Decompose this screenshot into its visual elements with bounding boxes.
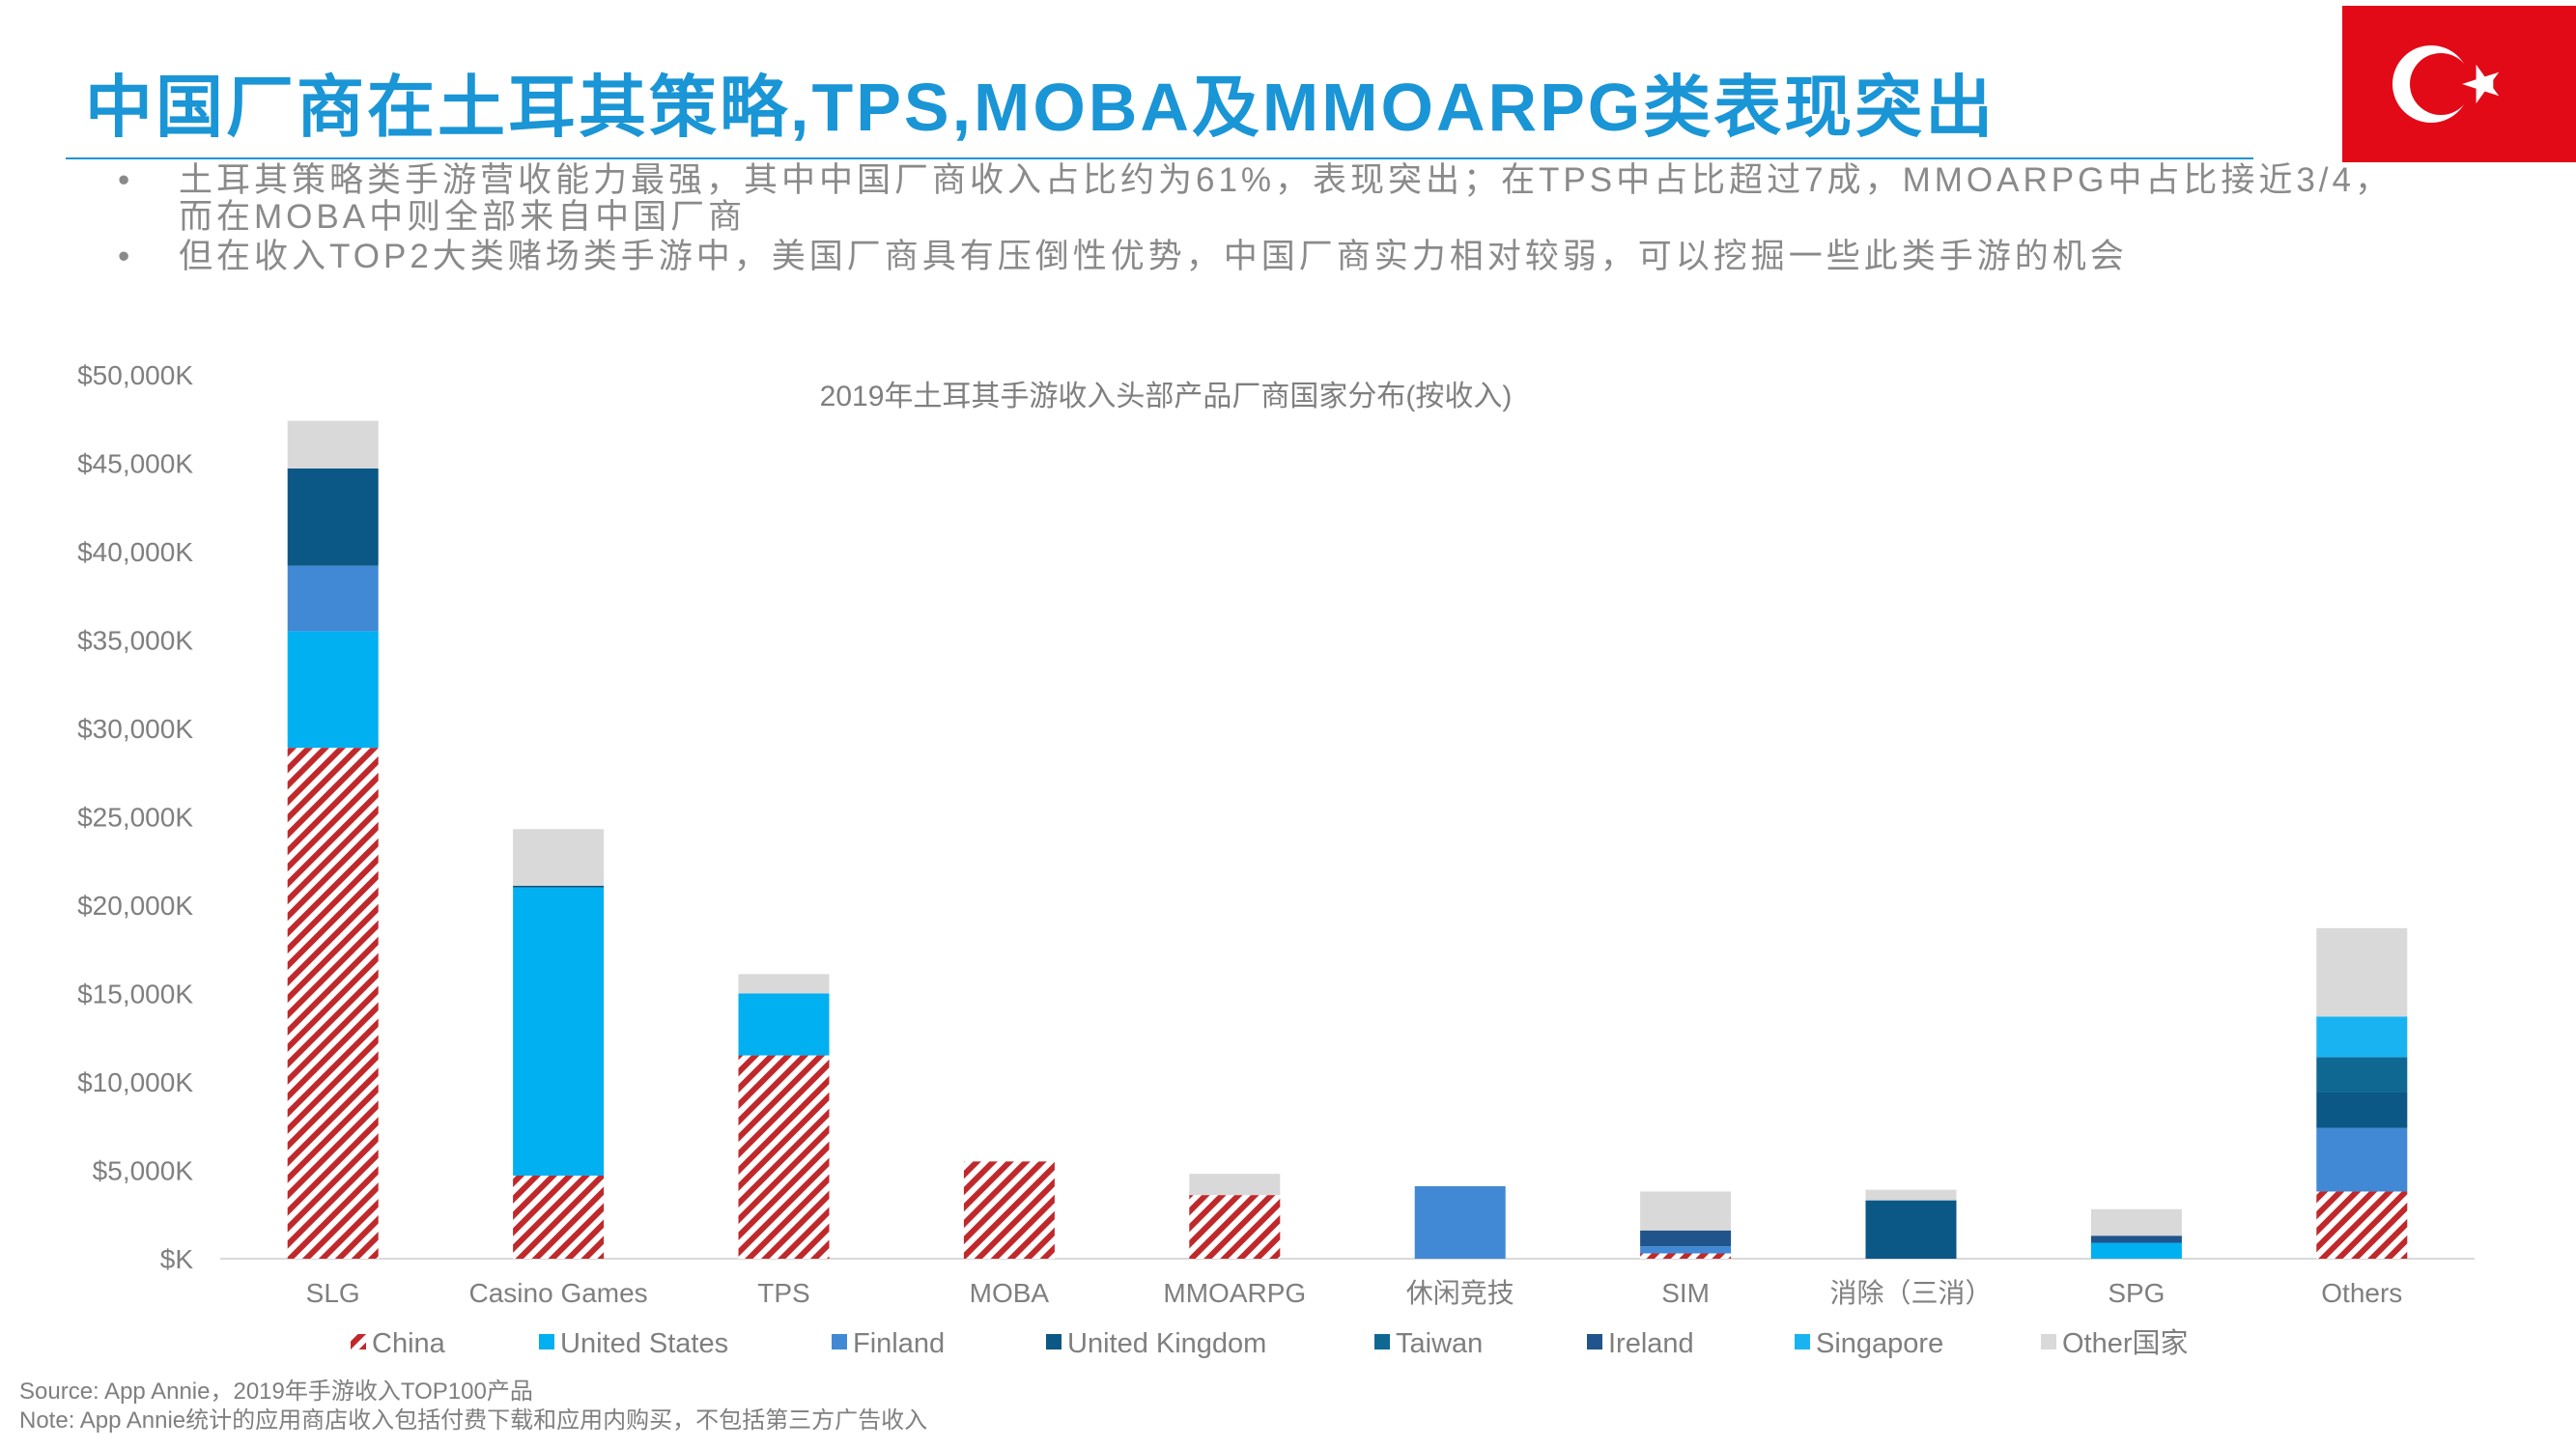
bar-segment — [2316, 1057, 2408, 1093]
y-tick-label: $5,000K — [93, 1156, 194, 1186]
legend-label: United Kingdom — [1067, 1328, 1266, 1359]
x-tick-label: 休闲竞技 — [1406, 1278, 1514, 1308]
bar-segment — [738, 993, 830, 1056]
bar-segment — [513, 1175, 605, 1259]
title-divider — [66, 157, 2253, 159]
legend-label: China — [372, 1328, 446, 1359]
bar-segment — [287, 468, 379, 566]
y-tick-label: $35,000K — [77, 626, 193, 656]
y-tick-label: $25,000K — [77, 803, 193, 833]
y-tick-label: $K — [160, 1244, 194, 1274]
legend-label: Other国家 — [2062, 1327, 2189, 1359]
bar-segment — [1640, 1253, 1732, 1259]
legend-label: Ireland — [1608, 1328, 1694, 1359]
legend-label: Singapore — [1816, 1328, 1943, 1359]
x-tick-label: SPG — [2108, 1278, 2165, 1308]
bar-segment — [287, 565, 379, 632]
source-note: Source: App Annie，2019年手游收入TOP100产品 — [19, 1378, 533, 1405]
bar-segment — [287, 420, 379, 469]
legend-swatch — [351, 1334, 366, 1350]
x-tick-label: TPS — [757, 1278, 809, 1308]
y-tick-label: $20,000K — [77, 891, 193, 921]
legend-label: Finland — [853, 1328, 945, 1359]
x-tick-label: SIM — [1661, 1278, 1710, 1308]
bar-segment — [738, 974, 830, 994]
summary-bullets: • 土耳其策略类手游营收能力最强，其中中国厂商收入占比约为61%，表现突出；在TP… — [118, 162, 2576, 278]
y-tick-label: $10,000K — [77, 1067, 193, 1097]
legend-swatch — [1046, 1334, 1062, 1350]
bullet-text: 土耳其策略类手游营收能力最强，其中中国厂商收入占比约为61%，表现突出；在TPS… — [179, 161, 2392, 236]
bullet-item: • 土耳其策略类手游营收能力最强，其中中国厂商收入占比约为61%，表现突出；在TP… — [118, 162, 2576, 236]
x-tick-label: MOBA — [970, 1278, 1050, 1308]
x-tick-label: Casino Games — [469, 1278, 648, 1308]
bar-segment — [2316, 1016, 2408, 1058]
y-tick-label: $40,000K — [77, 537, 193, 567]
bar-segment — [1640, 1230, 1732, 1247]
bullet-dot-icon: • — [118, 161, 134, 199]
x-tick-label: MMOARPG — [1163, 1278, 1306, 1308]
bar-segment — [1640, 1191, 1732, 1231]
bar-segment — [963, 1161, 1055, 1259]
chart-title: 2019年土耳其手游收入头部产品厂商国家分布(按收入) — [820, 381, 1513, 412]
y-tick-label: $15,000K — [77, 980, 193, 1009]
bar-segment — [1865, 1200, 1957, 1259]
bar-segment — [2316, 1092, 2408, 1128]
bar-segment — [287, 631, 379, 749]
bar-segment — [513, 887, 605, 1176]
legend-label: United States — [560, 1328, 728, 1359]
legend-swatch — [1795, 1334, 1810, 1350]
legend-swatch — [832, 1334, 847, 1350]
y-tick-label: $45,000K — [77, 449, 193, 479]
bar-segment — [738, 1055, 830, 1259]
bar-segment — [1640, 1246, 1732, 1254]
footnote: Note: App Annie统计的应用商店收入包括付费下载和应用内购买，不包括… — [19, 1407, 928, 1434]
page-title: 中国厂商在土耳其策略,TPS,MOBA及MMOARPG类表现突出 — [85, 70, 1996, 145]
bar-segment — [513, 829, 605, 886]
y-tick-label: $30,000K — [77, 714, 193, 744]
bar-segment — [2090, 1208, 2182, 1236]
bar-segment — [2316, 1191, 2408, 1259]
bar-segment — [1414, 1185, 1506, 1259]
x-tick-label: 消除（三消） — [1829, 1278, 1992, 1308]
bullet-item: • 但在收入TOP2大类赌场类手游中，美国厂商具有压倒性优势，中国厂商实力相对较弱… — [118, 239, 2576, 275]
legend-label: Taiwan — [1396, 1328, 1483, 1359]
x-tick-label: Others — [2321, 1278, 2402, 1308]
bullet-dot-icon: • — [118, 238, 134, 275]
bar-segment — [2090, 1236, 2182, 1243]
bar-segment — [1189, 1195, 1281, 1259]
bar-segment — [2316, 1127, 2408, 1192]
bar-segment — [2090, 1242, 2182, 1259]
legend-swatch — [1374, 1334, 1390, 1350]
stacked-bar-chart: 2019年土耳其手游收入头部产品厂商国家分布(按收入) $K $5,000K $10,… — [77, 360, 2475, 1359]
bar-segment — [2316, 927, 2408, 1017]
y-tick-label: $50,000K — [77, 360, 193, 390]
bar-segment — [1865, 1189, 1957, 1201]
bar-segment — [287, 748, 379, 1259]
bullet-text: 但在收入TOP2大类赌场类手游中，美国厂商具有压倒性优势，中国厂商实力相对较弱，… — [179, 238, 2128, 275]
flag-star-shape — [2462, 64, 2500, 104]
legend-swatch — [1587, 1334, 1602, 1350]
flag-crescent-inner — [2410, 53, 2472, 115]
legend-swatch — [2041, 1334, 2056, 1350]
x-tick-label: SLG — [306, 1278, 360, 1308]
turkey-flag-icon — [2342, 6, 2576, 162]
bar-segment — [513, 885, 605, 888]
bar-segment — [1189, 1174, 1281, 1196]
legend-swatch — [539, 1334, 554, 1350]
